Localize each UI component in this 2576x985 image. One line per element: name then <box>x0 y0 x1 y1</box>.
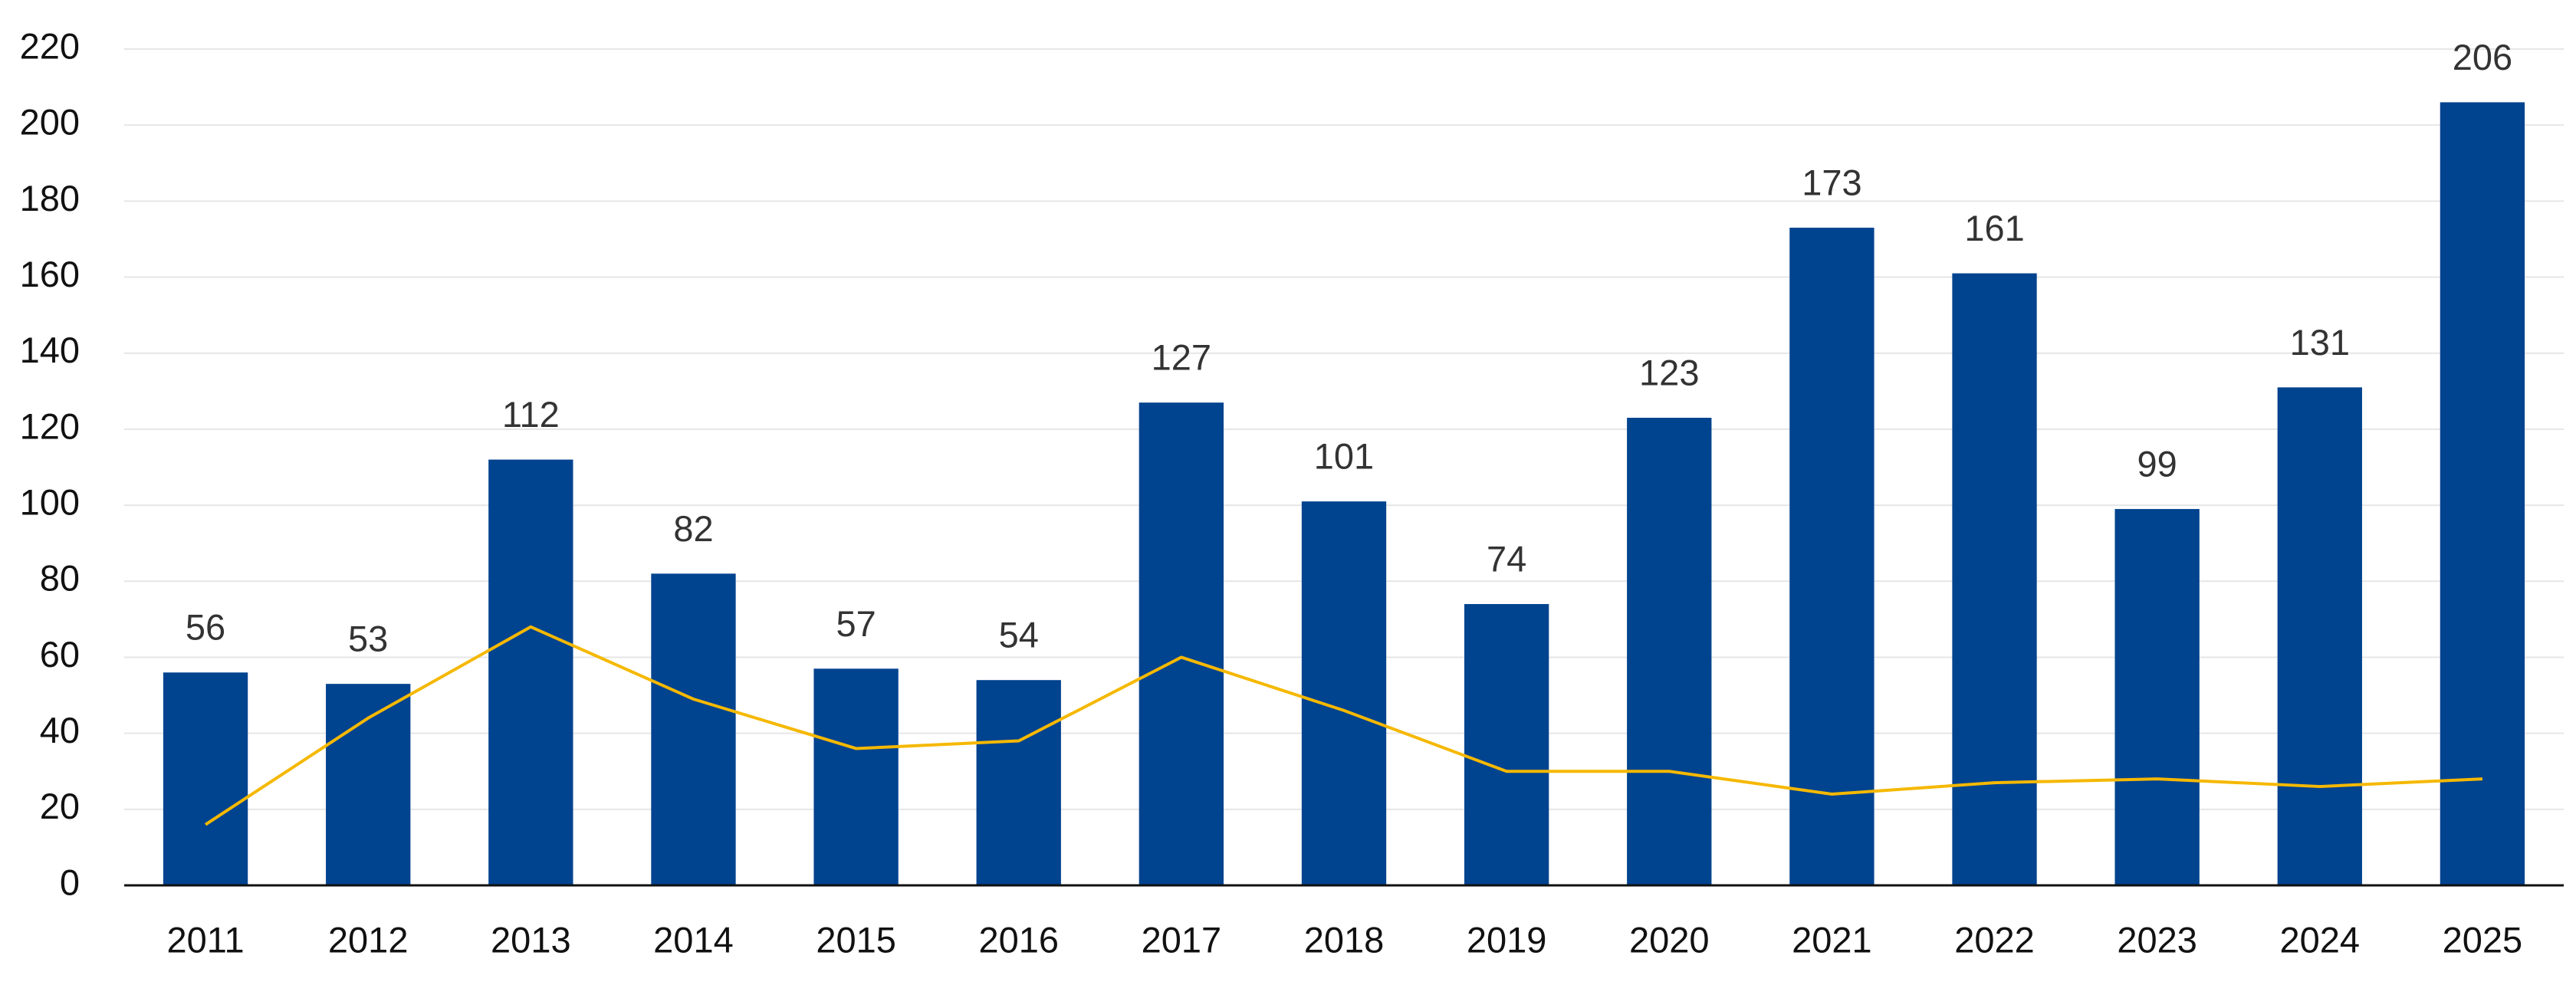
bar <box>163 672 248 885</box>
bar <box>2114 509 2200 885</box>
value-label: 123 <box>1639 352 1699 392</box>
value-label: 161 <box>1964 208 2024 248</box>
bar <box>976 680 1061 885</box>
line <box>204 625 2483 826</box>
bar <box>651 573 736 885</box>
y-tick-label: 160 <box>20 254 80 294</box>
x-tick-label: 2025 <box>2443 919 2523 960</box>
x-tick-label: 2012 <box>328 919 409 960</box>
x-tick-label: 2020 <box>1629 919 1710 960</box>
value-label: 206 <box>2453 37 2512 77</box>
bar <box>1301 501 1387 885</box>
y-tick-label: 200 <box>20 102 80 143</box>
x-tick-label: 2021 <box>1792 919 1872 960</box>
x-tick-label: 2024 <box>2280 919 2361 960</box>
y-tick-label: 60 <box>40 634 80 675</box>
x-tick-label: 2022 <box>1954 919 2035 960</box>
bar <box>1138 402 1224 885</box>
y-tick-label: 140 <box>20 330 80 370</box>
value-label: 131 <box>2290 322 2350 363</box>
x-tick-label: 2015 <box>816 919 896 960</box>
bar <box>1627 418 1712 885</box>
x-tick-label: 2023 <box>2117 919 2197 960</box>
value-label: 53 <box>348 619 388 659</box>
y-tick-label: 40 <box>40 710 80 750</box>
y-tick-label: 180 <box>20 178 80 218</box>
y-tick-label: 20 <box>40 786 80 826</box>
bar <box>326 684 411 885</box>
x-tick-label: 2017 <box>1142 919 1222 960</box>
x-tick-label: 2013 <box>491 919 571 960</box>
x-tick-label: 2016 <box>978 919 1059 960</box>
y-tick-label: 120 <box>20 405 80 446</box>
x-tick-label: 2019 <box>1467 919 1547 960</box>
x-tick-label: 2018 <box>1304 919 1385 960</box>
bar <box>1789 228 1875 885</box>
y-tick-label: 80 <box>40 558 80 599</box>
y-tick-label: 100 <box>20 482 80 523</box>
value-label: 74 <box>1487 538 1526 579</box>
value-label: 57 <box>836 603 876 644</box>
value-label: 127 <box>1152 337 1211 378</box>
value-label: 56 <box>186 607 225 648</box>
bar <box>813 668 899 885</box>
y-tick-label: 0 <box>60 862 80 902</box>
bar <box>1464 604 1549 885</box>
value-label: 54 <box>999 615 1039 655</box>
value-label: 173 <box>1802 162 1861 202</box>
bar <box>2440 102 2525 886</box>
bar <box>2277 387 2362 885</box>
y-tick-label: 220 <box>20 25 80 66</box>
value-label: 99 <box>2137 443 2177 484</box>
value-label: 112 <box>502 394 560 435</box>
bar <box>488 459 573 885</box>
value-label: 101 <box>1314 436 1374 477</box>
value-label: 82 <box>673 508 713 549</box>
x-tick-label: 2011 <box>167 919 245 960</box>
bar <box>1952 273 2037 885</box>
x-tick-label: 2014 <box>653 919 734 960</box>
